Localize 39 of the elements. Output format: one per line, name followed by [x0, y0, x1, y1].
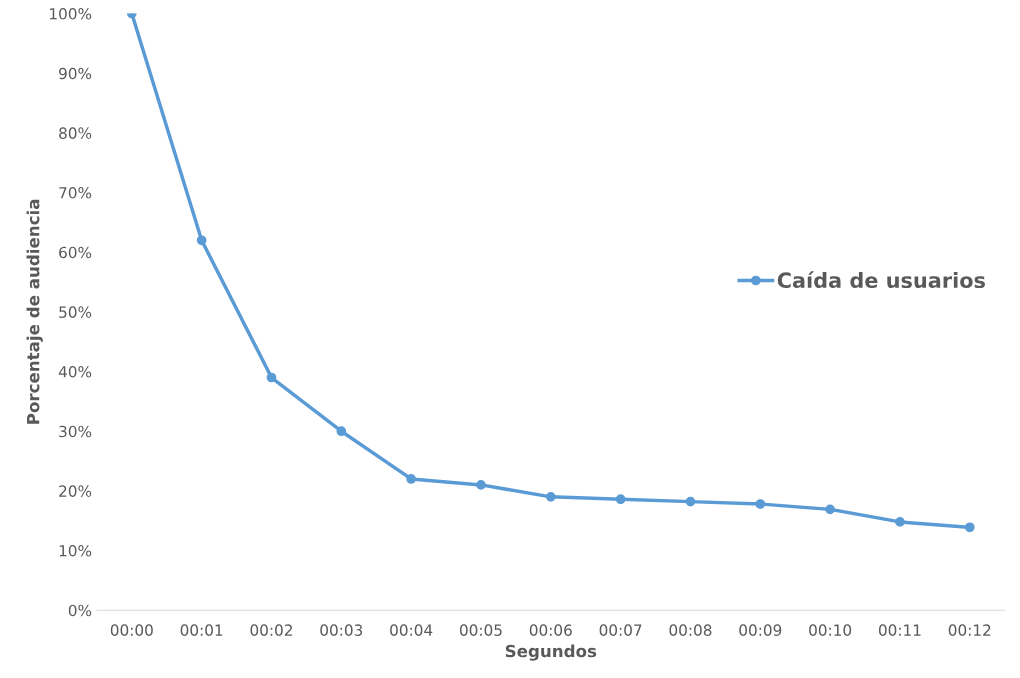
point — [196, 235, 207, 246]
y-tick-label: 100% — [50, 8, 92, 20]
x-tick-label: 00:12 — [948, 624, 991, 636]
y-tick-label: 40% — [58, 366, 92, 378]
point — [406, 474, 417, 484]
point — [755, 499, 766, 509]
x-tick-label: 00:02 — [250, 624, 292, 636]
point — [964, 522, 975, 533]
x-tick-label: 00:00 — [110, 624, 153, 636]
x-tick-label: 00:04 — [390, 624, 433, 636]
point — [895, 517, 905, 527]
legend-label: Caída de usuarios — [777, 271, 985, 289]
y-tick-label: 20% — [59, 485, 92, 497]
x-tick-label: 00:03 — [320, 624, 363, 636]
x-tick-label: 00:10 — [809, 624, 852, 636]
x-tick-label: 00:11 — [878, 624, 921, 636]
point — [685, 496, 696, 507]
point — [266, 372, 277, 383]
point — [336, 426, 347, 437]
x-tick-label: 00:05 — [459, 624, 502, 636]
x-tick-label: 00:01 — [180, 624, 223, 636]
y-tick-label: 50% — [59, 306, 92, 318]
x-axis-title: Segundos — [505, 644, 597, 661]
x-tick-label: 00:06 — [529, 624, 572, 636]
y-tick-label: 80% — [59, 127, 92, 139]
y-axis-title: Porcentaje de audiencia — [26, 199, 43, 424]
y-tick-label: 0% — [68, 604, 92, 617]
point — [615, 494, 626, 505]
y-tick-label: 60% — [59, 246, 92, 259]
point — [476, 480, 486, 490]
point — [545, 491, 556, 502]
y-tick-label: 10% — [59, 545, 92, 557]
x-tick-label: 00:09 — [739, 624, 782, 636]
point — [825, 504, 835, 515]
y-tick-label: 70% — [59, 187, 92, 199]
x-tick-label: 00:07 — [599, 624, 642, 636]
y-tick-label: 90% — [59, 67, 92, 80]
x-tick-label: 00:08 — [669, 624, 712, 636]
y-tick-label: 30% — [59, 425, 92, 438]
